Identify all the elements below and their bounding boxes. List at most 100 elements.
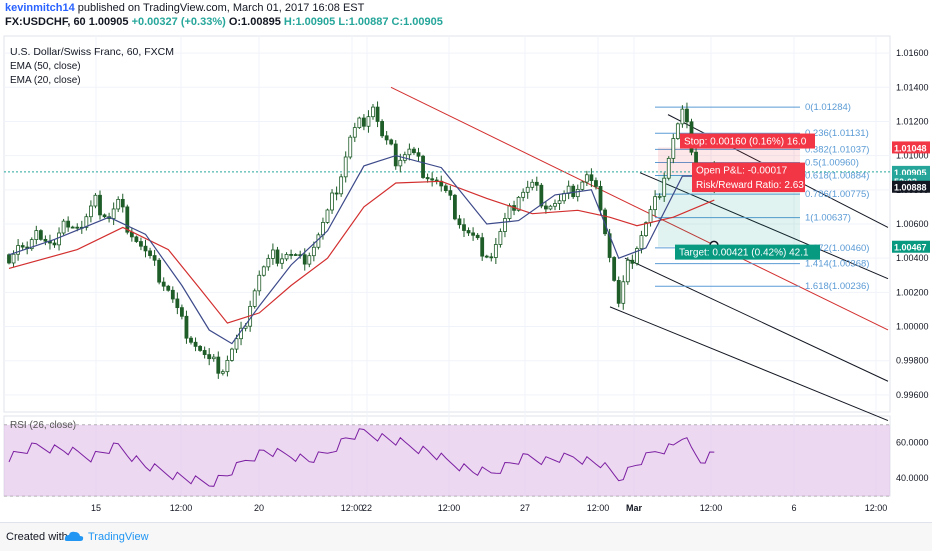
candle-body xyxy=(120,198,125,208)
y-tick-label: 0.99600 xyxy=(896,390,929,400)
y-tick-label: 1.00200 xyxy=(896,287,929,297)
candle-body xyxy=(471,232,476,236)
author-link[interactable]: kevinmitch14 xyxy=(5,2,75,14)
x-tick-label: 15 xyxy=(91,503,101,513)
fib-level-label: 1.414(1.00368) xyxy=(805,259,869,270)
fib-level-label: 1.618(1.00236) xyxy=(805,281,869,292)
candle-body xyxy=(61,220,66,234)
candle-body xyxy=(38,230,43,240)
candle-body xyxy=(571,185,576,198)
candle-body xyxy=(266,258,271,268)
target-label: Target: 0.00421 (0.42%) 42.1 xyxy=(679,248,809,259)
candle-body xyxy=(484,255,489,258)
candle-body xyxy=(603,209,607,235)
candle-body xyxy=(598,185,603,211)
ema20-line xyxy=(8,154,715,345)
pnl-label: Open P&L: -0.00017 xyxy=(696,166,788,177)
candle-body xyxy=(202,350,207,355)
candle-body xyxy=(102,214,107,218)
rsi-tick-label: 40.0000 xyxy=(896,473,929,483)
x-tick-label: 12:00 xyxy=(341,503,364,513)
candle-body xyxy=(430,178,435,181)
candle-body xyxy=(166,285,171,291)
candle-body xyxy=(639,235,644,250)
candle-body xyxy=(143,245,148,252)
candle-body xyxy=(280,258,284,264)
y-tick-label: 0.99800 xyxy=(896,356,929,366)
rsi-line xyxy=(8,428,715,487)
candle-body xyxy=(498,231,503,245)
candle-body xyxy=(675,123,680,139)
candle-body xyxy=(466,230,471,234)
candle-body xyxy=(361,117,366,127)
candle-body xyxy=(625,259,630,283)
candle-body xyxy=(175,298,180,309)
price-axis-label-box xyxy=(892,240,930,253)
candle-body xyxy=(230,348,234,361)
candle-body xyxy=(84,216,89,228)
candle-body xyxy=(270,249,275,259)
candle-body xyxy=(125,206,130,233)
candle-body xyxy=(193,341,198,347)
candle-body xyxy=(225,359,230,373)
candle-body xyxy=(653,196,657,211)
pitchfork-line xyxy=(624,257,889,382)
candle-body xyxy=(507,205,512,219)
candle-body xyxy=(503,218,507,232)
candle-body xyxy=(170,289,175,300)
candle-body xyxy=(66,220,71,228)
chart-title: U.S. Dollar/Swiss Franc, 60, FXCM xyxy=(10,46,174,58)
open-value: O:1.00895 xyxy=(228,16,281,28)
x-tick-label: 22 xyxy=(362,503,372,513)
candle-body xyxy=(70,226,75,229)
candle-body xyxy=(343,156,348,178)
y-tick-label: 1.01000 xyxy=(896,151,929,161)
candle-body xyxy=(339,176,344,195)
candle-body xyxy=(548,205,553,210)
rsi-legend: RSI (26, close) xyxy=(10,420,76,431)
candle-body xyxy=(685,108,689,123)
candle-body xyxy=(516,196,521,211)
candle-body xyxy=(29,239,34,250)
candle-body xyxy=(425,177,430,180)
candle-body xyxy=(616,279,621,304)
candle-body xyxy=(371,106,375,118)
price-axis-label: 1.00888 xyxy=(894,183,927,193)
ema50-line xyxy=(8,180,715,324)
candle-body xyxy=(525,186,530,193)
candle-body xyxy=(116,198,121,210)
stop-label: Stop: 0.00160 (0.16%) 16.0 xyxy=(684,137,807,148)
chart-canvas[interactable]: 1.016001.014001.012001.010001.008001.006… xyxy=(0,30,932,522)
fib-level-label: 0.382(1.01037) xyxy=(805,144,869,155)
candle-body xyxy=(257,274,262,292)
x-tick-label: 20 xyxy=(254,503,264,513)
candle-body xyxy=(261,266,266,276)
candle-body xyxy=(644,222,648,237)
candle-body xyxy=(521,191,526,198)
x-tick-label: 6 xyxy=(791,503,796,513)
rsi-tick-label: 60.0000 xyxy=(896,438,929,448)
candle-body xyxy=(11,253,16,264)
candle-body xyxy=(657,195,662,198)
candle-body xyxy=(662,177,667,197)
publish-info: kevinmitch14 published on TradingView.co… xyxy=(5,2,364,14)
fib-level-label: 1(1.00637) xyxy=(805,213,851,224)
candle-body xyxy=(139,241,143,247)
candle-body xyxy=(589,174,594,181)
fib-level-label: 0.236(1.01131) xyxy=(805,128,869,139)
candle-body xyxy=(198,345,203,351)
candle-body xyxy=(234,338,239,350)
pitchfork-line xyxy=(390,86,889,331)
candle-body xyxy=(534,181,539,186)
price-change: +0.00327 (+0.33%) xyxy=(131,16,226,28)
y-tick-label: 1.00400 xyxy=(896,253,929,263)
candle-body xyxy=(179,307,184,317)
candle-body xyxy=(34,230,39,241)
candle-body xyxy=(480,237,485,257)
candle-body xyxy=(357,117,362,129)
candle-body xyxy=(211,356,216,360)
candle-body xyxy=(348,136,353,158)
y-tick-label: 1.00600 xyxy=(896,219,929,229)
tradingview-logo[interactable]: TradingView xyxy=(88,531,149,543)
candle-body xyxy=(7,254,11,264)
